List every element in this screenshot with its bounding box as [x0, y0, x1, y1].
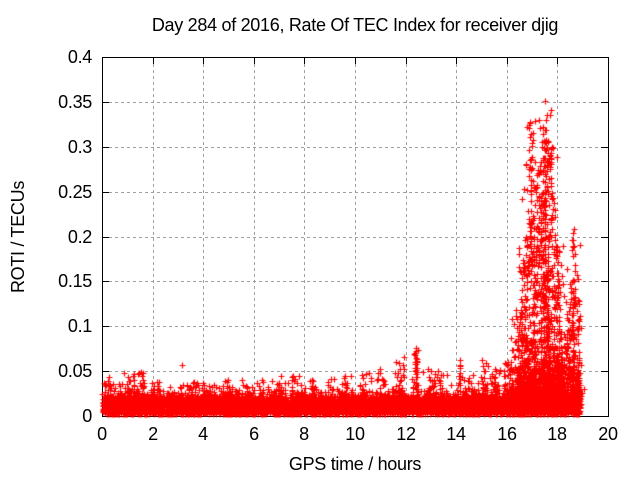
y-tick-label: 0.15: [58, 271, 92, 291]
x-tick-label: 0: [97, 424, 107, 444]
y-tick-label: 0.35: [58, 92, 92, 112]
x-tick-label: 20: [598, 424, 618, 444]
chart-title: Day 284 of 2016, Rate Of TEC Index for r…: [151, 15, 559, 35]
y-tick-label: 0.3: [67, 137, 92, 157]
x-axis-label: GPS time / hours: [288, 454, 422, 474]
y-tick-label: 0.1: [67, 316, 92, 336]
x-tick-label: 4: [198, 424, 208, 444]
y-tick-label: 0.2: [67, 227, 92, 247]
x-tick-label: 6: [249, 424, 259, 444]
x-tick-label: 18: [547, 424, 567, 444]
x-tick-label: 16: [497, 424, 517, 444]
y-tick-label: 0: [82, 406, 92, 426]
x-tick-label: 8: [299, 424, 309, 444]
x-tick-label: 10: [345, 424, 365, 444]
y-tick-label: 0.4: [67, 47, 92, 67]
y-tick-label: 0.05: [58, 361, 92, 381]
y-tick-label: 0.25: [58, 182, 92, 202]
x-tick-label: 2: [148, 424, 158, 444]
x-tick-label: 12: [396, 424, 416, 444]
x-tick-label: 14: [446, 424, 466, 444]
